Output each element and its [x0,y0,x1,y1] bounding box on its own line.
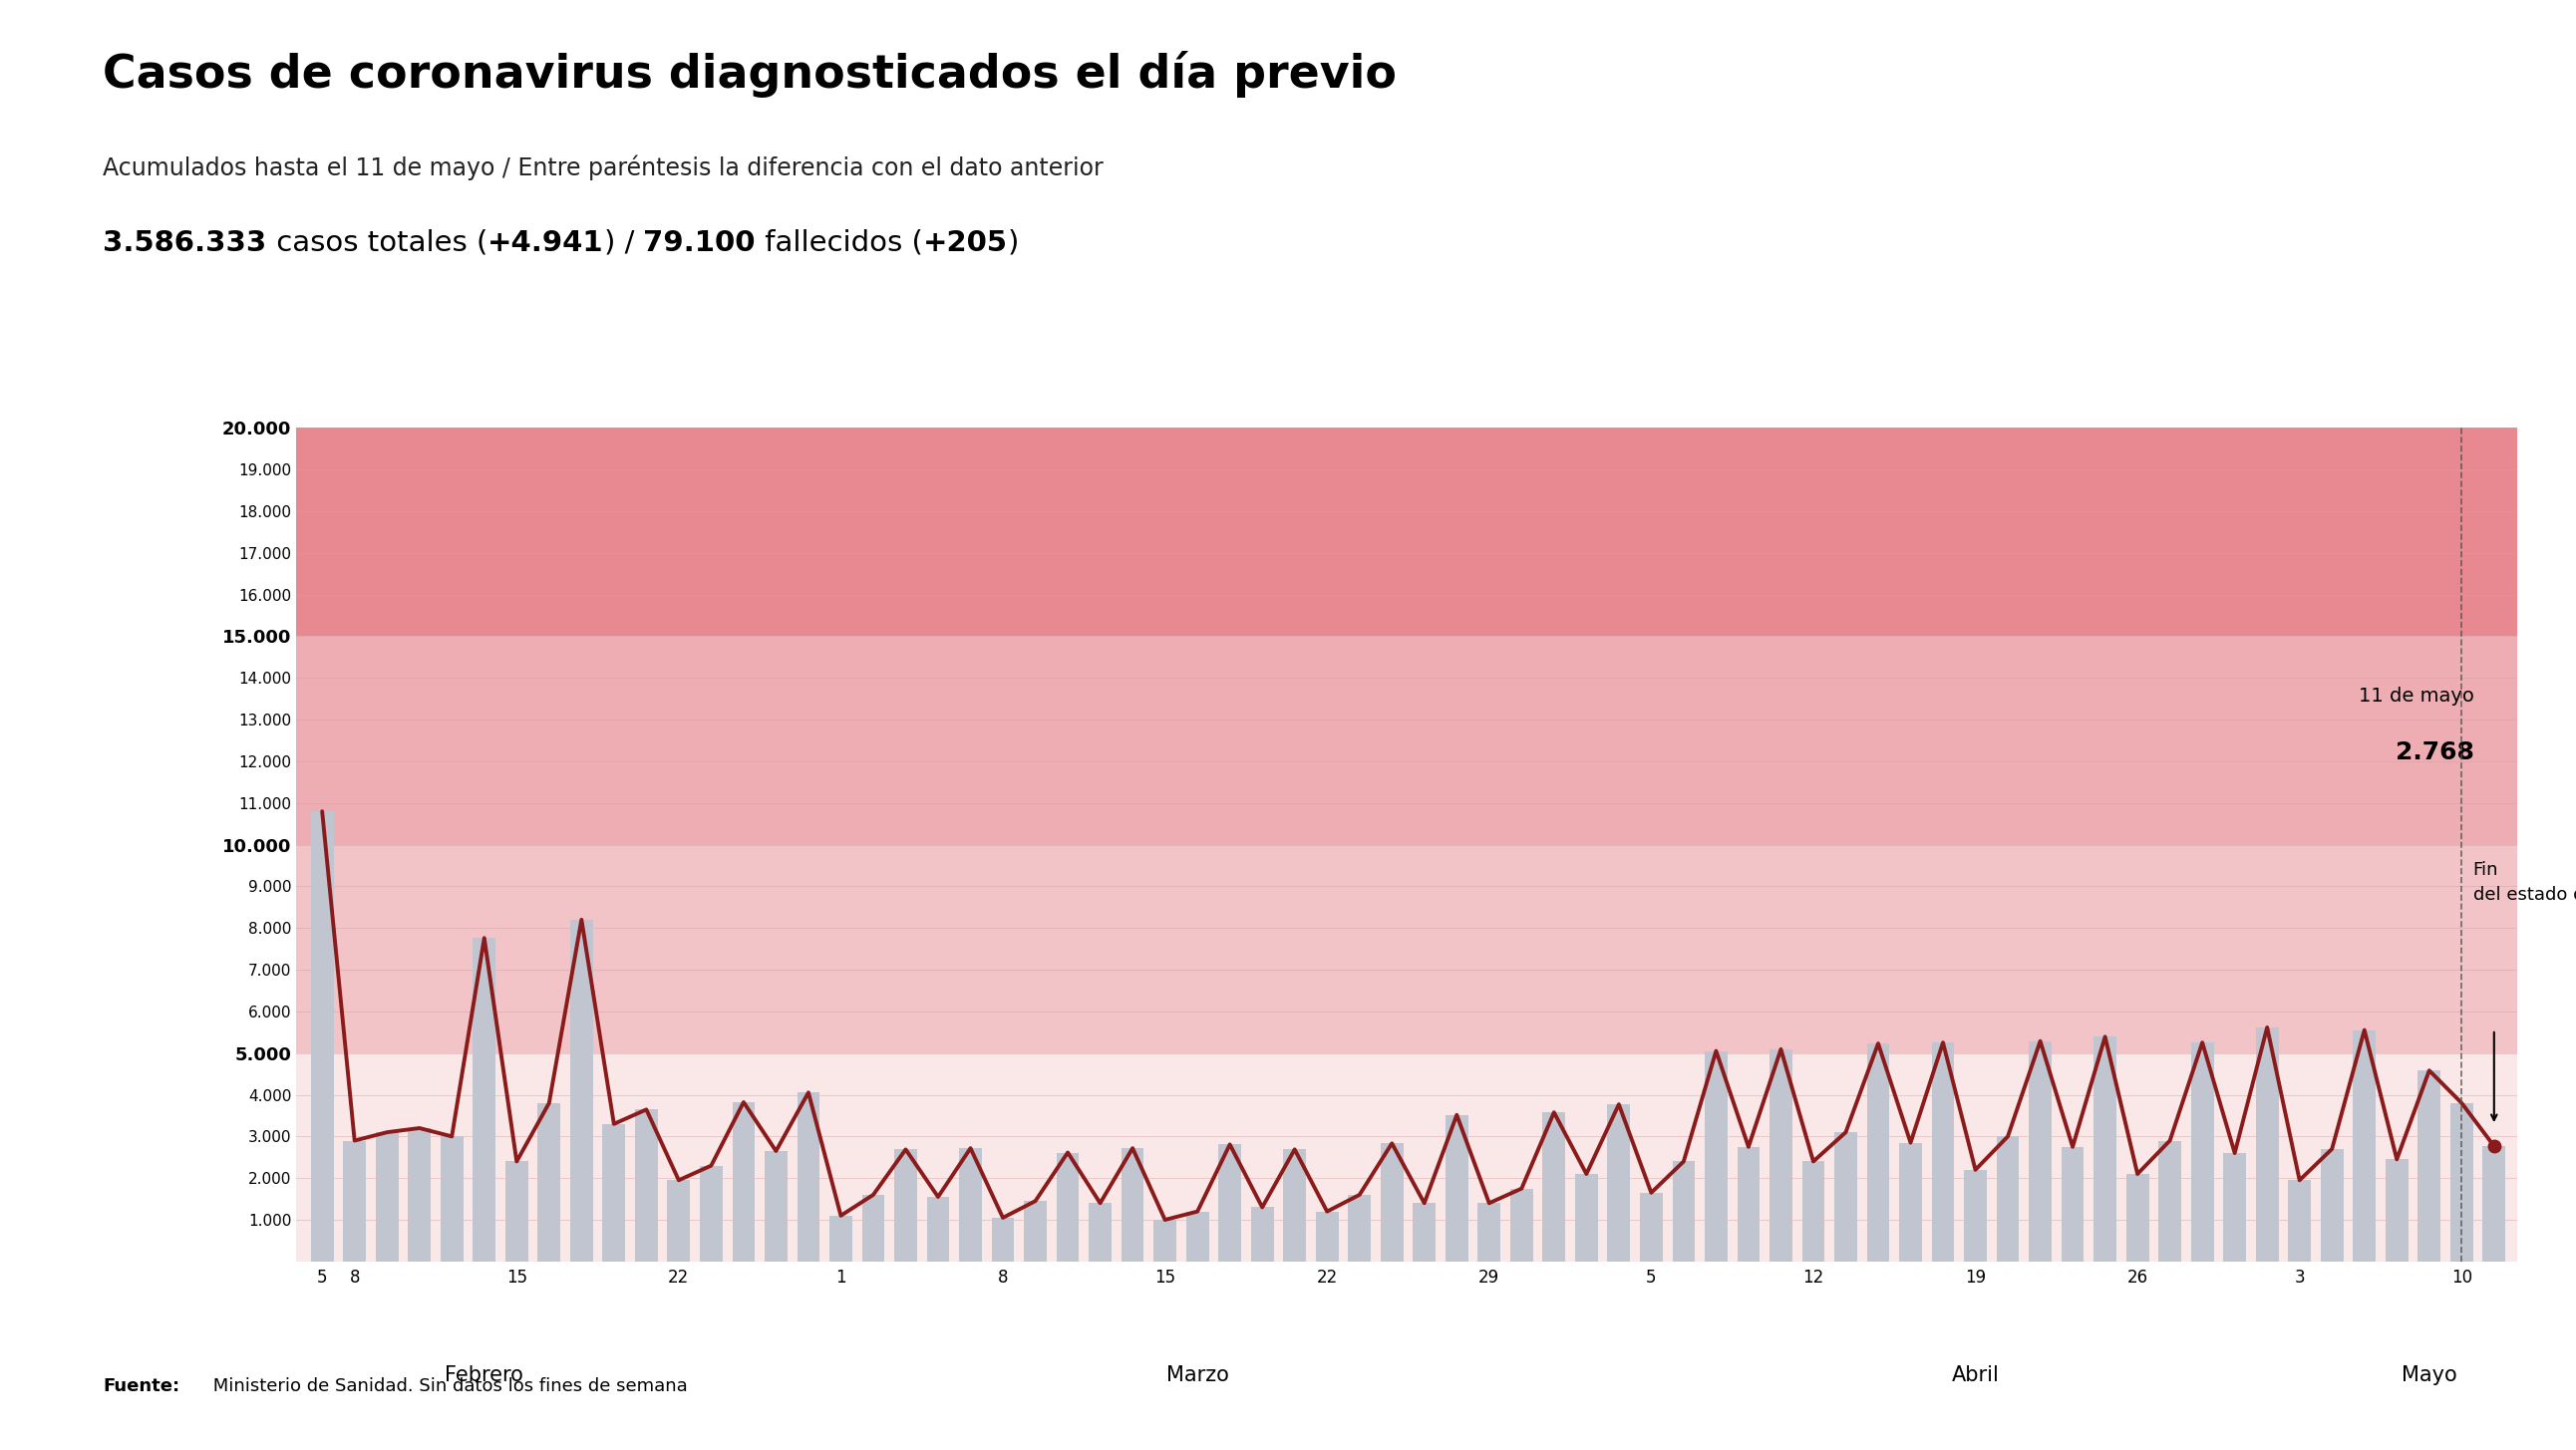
Bar [296,637,2517,844]
Bar [1445,1115,1468,1262]
Bar [1770,1050,1793,1262]
Bar [1218,1144,1242,1262]
Bar [1996,1137,2020,1262]
Bar [1479,1203,1499,1262]
Bar [2450,1103,2473,1262]
Bar [2385,1160,2409,1262]
Text: Abril: Abril [1953,1366,1999,1386]
Bar [2287,1180,2311,1262]
Text: Acumulados hasta el 11 de mayo / Entre paréntesis la diferencia con el dato ante: Acumulados hasta el 11 de mayo / Entre p… [103,155,1103,181]
Bar [1316,1212,1340,1262]
Bar [2223,1153,2246,1262]
Bar [312,812,332,1262]
Bar [958,1148,981,1262]
Bar [1736,1147,1759,1262]
Bar [1090,1203,1110,1262]
Bar [296,844,2517,1053]
Bar [1963,1170,1986,1262]
Bar [636,1109,657,1262]
Bar [569,919,592,1262]
Text: Marzo: Marzo [1167,1366,1229,1386]
Bar [863,1195,884,1262]
Text: fallecidos (: fallecidos ( [755,229,922,257]
Bar [1932,1043,1955,1262]
Text: ): ) [1007,229,1020,257]
Bar [2061,1147,2084,1262]
Text: Ministerio de Sanidad. Sin datos los fines de semana: Ministerio de Sanidad. Sin datos los fin… [209,1378,688,1395]
Text: +205: +205 [922,229,1007,257]
Bar [505,1161,528,1262]
Bar [2159,1141,2182,1262]
Text: ) /: ) / [603,229,644,257]
Bar [992,1218,1015,1262]
Bar [1899,1143,1922,1262]
Bar [1574,1175,1597,1262]
Bar [667,1180,690,1262]
Text: Casos de coronavirus diagnosticados el día previo: Casos de coronavirus diagnosticados el d… [103,51,1396,97]
Bar [2094,1037,2117,1262]
Text: 2.768: 2.768 [2396,741,2476,764]
Bar [1056,1153,1079,1262]
Bar [407,1128,430,1262]
Text: Fin
del estado de alarma: Fin del estado de alarma [2473,861,2576,905]
Bar [765,1151,788,1262]
Bar [1252,1208,1273,1262]
Bar [1543,1112,1566,1262]
Bar [894,1150,917,1262]
Text: casos totales (: casos totales ( [268,229,487,257]
Bar [2125,1175,2148,1262]
Text: 79.100: 79.100 [644,229,755,257]
Bar [1705,1051,1728,1262]
Bar [1025,1201,1046,1262]
Bar [1607,1105,1631,1262]
Bar [2321,1148,2344,1262]
Bar [796,1092,819,1262]
Text: 11 de mayo: 11 de mayo [2360,686,2476,705]
Bar [732,1102,755,1262]
Bar [2030,1041,2050,1262]
Bar [1347,1195,1370,1262]
Bar [376,1132,399,1262]
Bar [2419,1070,2439,1262]
Bar [2192,1043,2213,1262]
Bar [1672,1161,1695,1262]
Bar [1414,1203,1435,1262]
Bar [1381,1144,1404,1262]
Bar [1283,1150,1306,1262]
Bar [2483,1146,2506,1262]
Bar [440,1137,464,1262]
Text: +4.941: +4.941 [487,229,603,257]
Bar [1154,1219,1177,1262]
Text: 3.586.333: 3.586.333 [103,229,268,257]
Bar [927,1196,951,1262]
Bar [1185,1212,1208,1262]
Bar [343,1141,366,1262]
Bar [1834,1132,1857,1262]
Text: Fuente:: Fuente: [103,1378,180,1395]
Bar [1510,1189,1533,1262]
Bar [1868,1044,1891,1262]
Bar [1121,1148,1144,1262]
Bar [538,1103,562,1262]
Bar [603,1124,626,1262]
Bar [2352,1030,2375,1262]
Bar [829,1215,853,1262]
Text: Febrero: Febrero [446,1366,523,1386]
Bar [474,938,495,1262]
Bar [1641,1193,1662,1262]
Bar [701,1166,721,1262]
Text: Mayo: Mayo [2401,1366,2458,1386]
Bar [296,428,2517,637]
Bar [1803,1161,1824,1262]
Bar [2257,1028,2280,1262]
